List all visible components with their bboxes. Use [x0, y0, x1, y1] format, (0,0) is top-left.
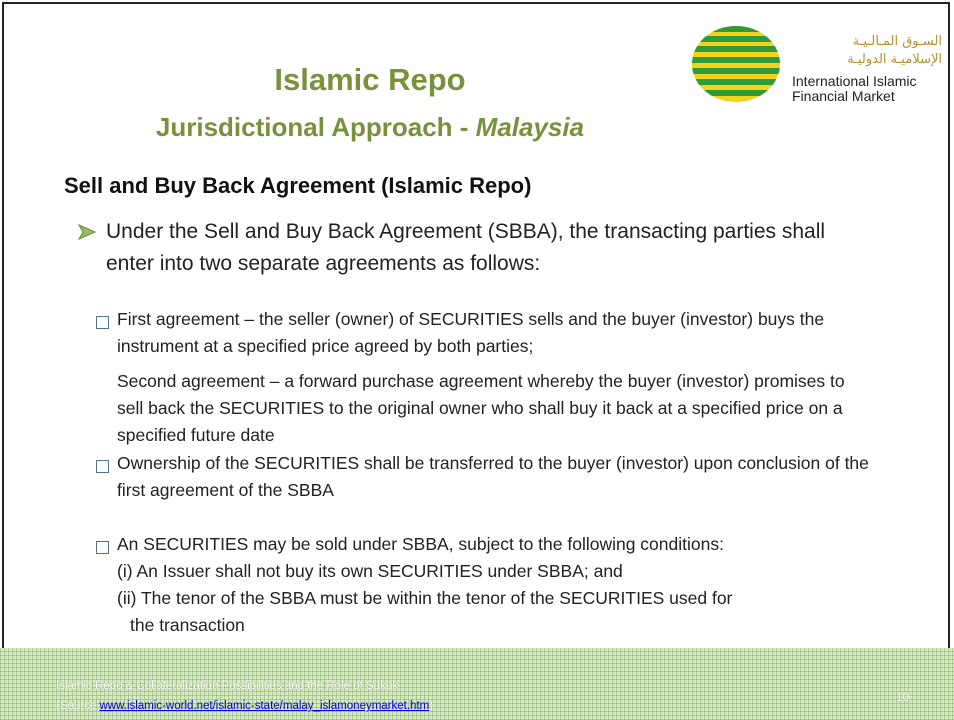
page-number: 10: [896, 690, 910, 704]
intro-bullet: Under the Sell and Buy Back Agreement (S…: [106, 220, 826, 275]
checkbox-bullet: [96, 316, 109, 329]
subtitle-italic: Malaysia: [475, 112, 585, 142]
logo-english: Financial Market: [792, 88, 895, 104]
condition: (i) An Issuer shall not buy its own SECU…: [117, 561, 623, 581]
source-open: (Source: [56, 700, 100, 712]
condition: (ii) The tenor of the SBBA must be withi…: [117, 588, 733, 635]
arrow-bullet: [78, 224, 96, 240]
slide-subtitle: Jurisdictional Approach - Malaysia: [60, 112, 680, 143]
sub-bullet: An SECURITIES may be sold under SBBA, su…: [117, 534, 724, 554]
logo-emblem: [692, 26, 780, 102]
sub-bullet-continuation: Second agreement – a forward purchase ag…: [117, 371, 845, 445]
checkbox-bullet: [96, 541, 109, 554]
logo-english: International Islamic: [792, 73, 917, 89]
footer-text: Islamic Repo & Collateralization Possibi…: [56, 680, 398, 692]
sub-bullet: First agreement – the seller (owner) of …: [117, 309, 825, 356]
source-link[interactable]: www.islamic-world.net/islamic-state/mala…: [99, 700, 430, 712]
footer-source: (Source www.islamic-world.net/islamic-st…: [56, 700, 433, 712]
footer-band: [0, 648, 954, 720]
logo-arabic: الإسلاميـة الدوليـة: [847, 52, 942, 67]
slide-title: Islamic Repo: [274, 62, 466, 97]
checkbox-bullet: [96, 460, 109, 473]
sub-bullet: Ownership of the SECURITIES shall be tra…: [117, 453, 869, 500]
source-close: ): [429, 700, 434, 712]
subtitle-main: Jurisdictional Approach -: [155, 112, 469, 142]
logo-arabic: السـوق المـالـيـة: [852, 34, 942, 49]
section-heading: Sell and Buy Back Agreement (Islamic Rep…: [64, 173, 532, 198]
